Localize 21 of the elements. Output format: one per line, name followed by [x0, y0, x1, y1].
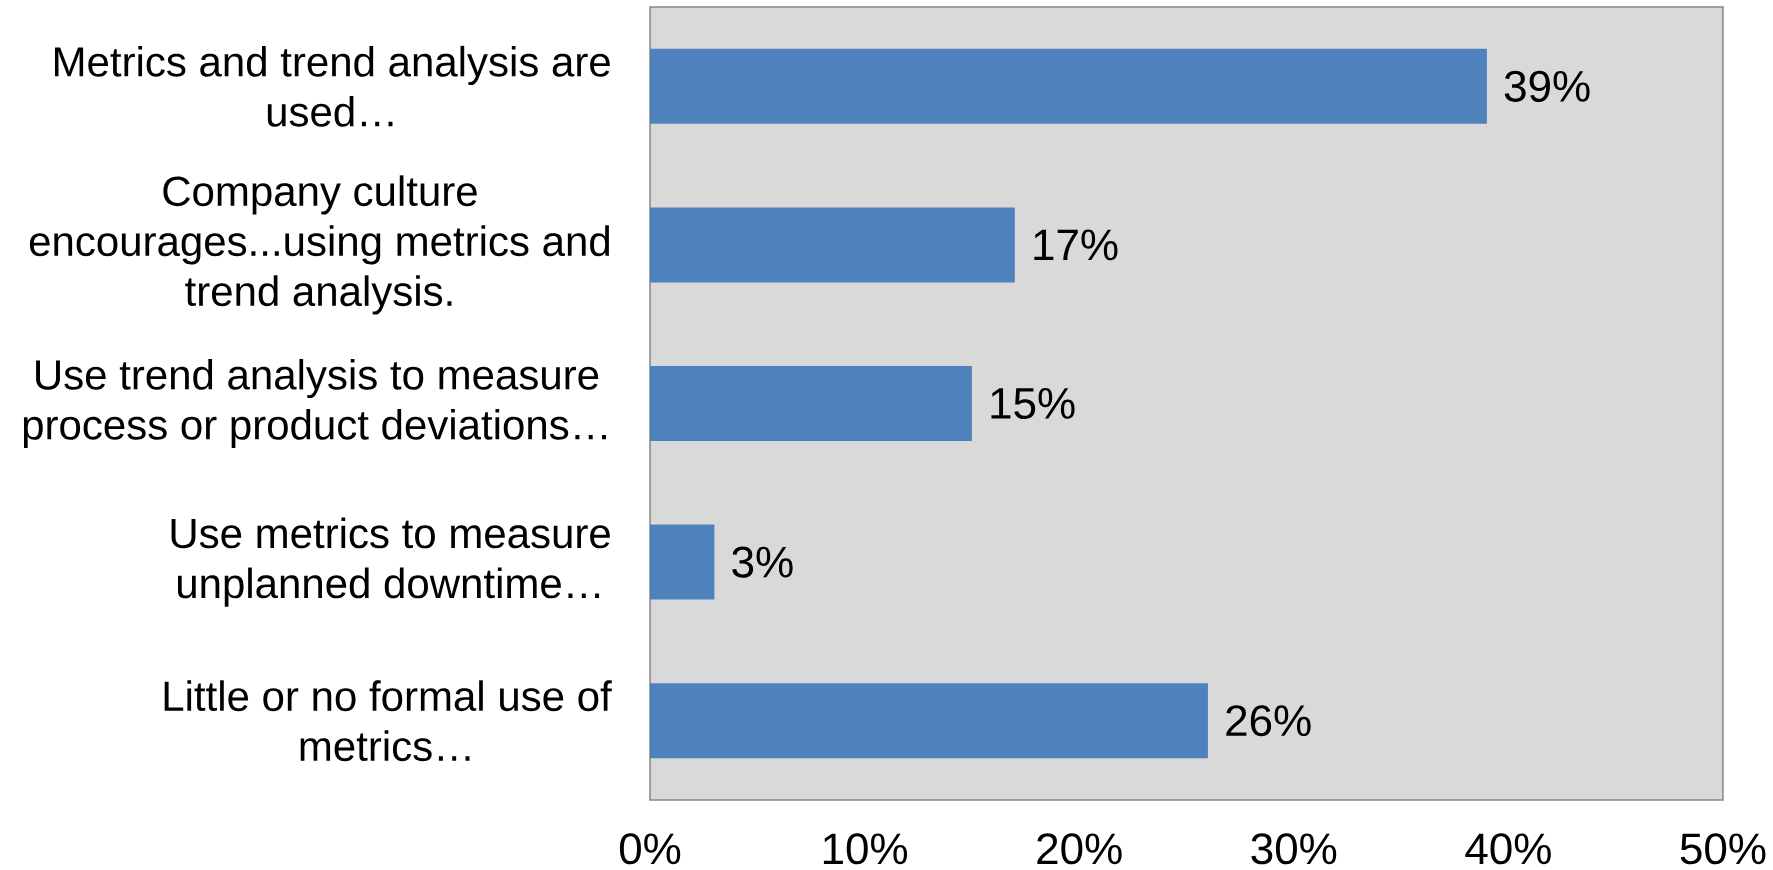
- x-tick-label: 40%: [1465, 833, 1551, 865]
- bar: [650, 48, 1487, 124]
- data-label: 17%: [1034, 229, 1118, 261]
- bar: [650, 524, 715, 600]
- bar: [650, 366, 972, 442]
- y-tick-label: Little or no formal use of metrics…: [164, 680, 612, 762]
- data-label: 26%: [1226, 705, 1311, 737]
- data-label: 39%: [1504, 70, 1590, 102]
- y-tick-label: Use trend analysis to measure process or product deviations…: [23, 358, 606, 449]
- y-tick-label: Metrics and trend analysis are used…: [54, 45, 610, 127]
- x-tick-label: 0%: [619, 833, 681, 865]
- data-label: 15%: [991, 388, 1075, 419]
- x-tick-label: 50%: [1680, 833, 1766, 865]
- bar: [650, 683, 1208, 759]
- x-tick-label: 10%: [823, 833, 908, 865]
- x-tick-label: 30%: [1251, 833, 1337, 865]
- y-tick-label: Company culture encourages...using metrics and trend analysis.: [29, 175, 609, 315]
- y-tick-label: Use metrics to measure unplanned downtime…: [171, 517, 610, 607]
- bar: [650, 207, 1015, 283]
- data-label: 3%: [732, 546, 793, 578]
- x-tick-label: 20%: [1037, 833, 1122, 865]
